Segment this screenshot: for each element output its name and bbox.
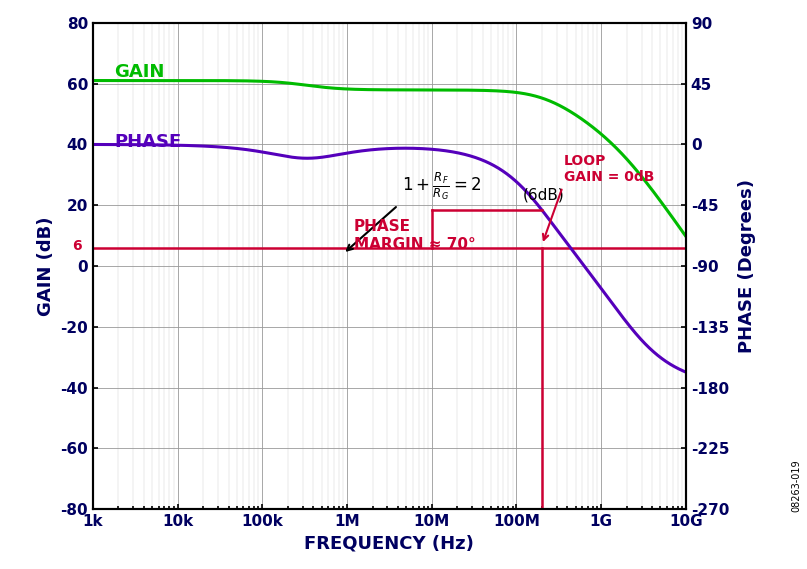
Y-axis label: GAIN (dB): GAIN (dB) bbox=[36, 216, 55, 316]
Text: PHASE: PHASE bbox=[115, 133, 182, 151]
Text: LOOP
GAIN = 0dB: LOOP GAIN = 0dB bbox=[563, 154, 654, 184]
Text: $1 + \frac{R_F}{R_G} = 2$: $1 + \frac{R_F}{R_G} = 2$ bbox=[403, 171, 482, 202]
Text: 6: 6 bbox=[73, 239, 82, 253]
X-axis label: FREQUENCY (Hz): FREQUENCY (Hz) bbox=[304, 535, 475, 552]
Text: 08263-019: 08263-019 bbox=[792, 460, 801, 512]
Y-axis label: PHASE (Degrees): PHASE (Degrees) bbox=[738, 179, 755, 353]
Text: GAIN: GAIN bbox=[115, 64, 165, 81]
Text: (6dB): (6dB) bbox=[523, 187, 565, 202]
Text: PHASE
MARGIN ≈ 70°: PHASE MARGIN ≈ 70° bbox=[353, 219, 475, 251]
